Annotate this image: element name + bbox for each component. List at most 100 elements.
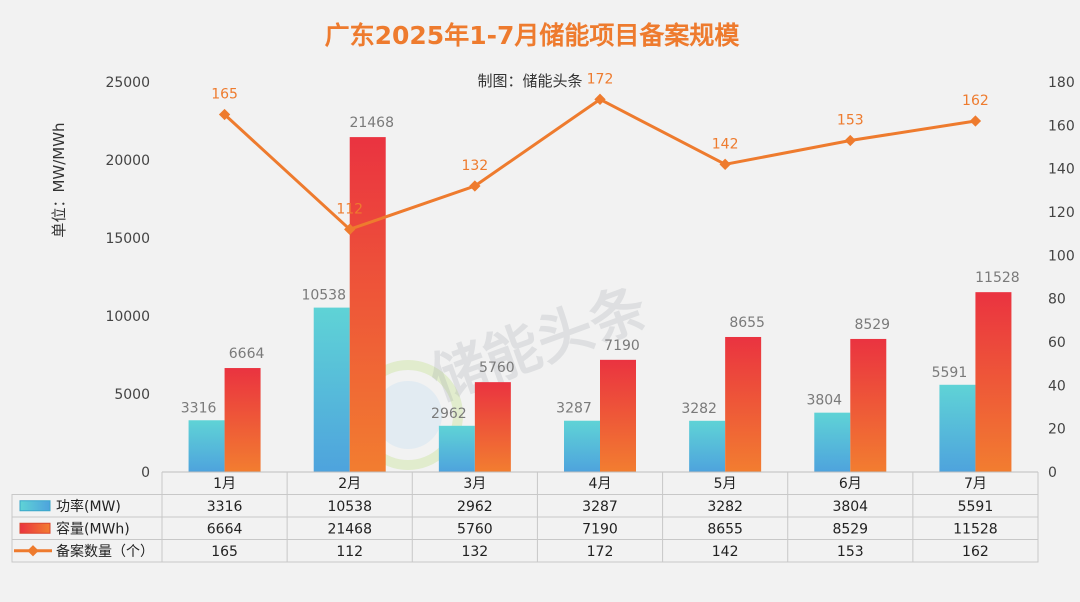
data-label-capacity: 5760 — [479, 360, 515, 376]
bar-power — [689, 420, 726, 472]
table-cell-value: 3316 — [207, 499, 243, 515]
data-label-capacity: 6664 — [229, 346, 265, 362]
table-cell-value: 3287 — [582, 499, 618, 515]
bar-swatch-icon — [19, 522, 51, 534]
y-left-tick-label: 10000 — [105, 309, 150, 325]
y-right-tick-label: 80 — [1048, 292, 1066, 308]
data-label-power: 3316 — [181, 400, 217, 416]
table-cell-value: 6664 — [207, 521, 243, 537]
data-label-group: 3316 6664 10538 21468 2962 5760 3287 7190 3282 86… — [181, 71, 1020, 421]
y-left-tick-label: 25000 — [105, 75, 150, 91]
table-cell-value: 11528 — [953, 521, 998, 537]
y-right-tick-label: 100 — [1048, 248, 1075, 264]
table-cell-value: 132 — [461, 544, 488, 560]
table-cell-value: 8529 — [832, 521, 868, 537]
table-cell-value: 7190 — [582, 521, 618, 537]
y-right-tick-label: 140 — [1048, 162, 1075, 178]
data-label-count: 142 — [712, 136, 739, 152]
x-category-label: 2月 — [338, 476, 361, 492]
line-marker-dot-icon — [27, 545, 39, 557]
line-point-marker — [969, 115, 982, 127]
x-category-label: 5月 — [714, 476, 737, 492]
bar-capacity — [850, 338, 887, 472]
bar-power — [939, 384, 976, 472]
data-label-power: 3282 — [681, 401, 717, 417]
bar-capacity — [349, 137, 386, 473]
legend-series-name: 备案数量（个） — [56, 543, 154, 560]
data-label-count: 172 — [587, 71, 614, 87]
y-axis-left-label: 单位：MW/MWh — [50, 122, 68, 237]
bar-series-group — [162, 137, 1038, 473]
y-axis-left: 0 5000 10000 15000 20000 25000 — [105, 75, 150, 481]
table-border — [11, 494, 1039, 563]
y-right-tick-label: 120 — [1048, 205, 1075, 221]
table-cell-value: 5591 — [958, 499, 994, 515]
data-label-count: 165 — [211, 87, 238, 103]
y-right-tick-label: 0 — [1048, 465, 1057, 481]
data-label-power: 10538 — [301, 288, 346, 304]
bar-power — [313, 307, 350, 472]
y-right-tick-label: 160 — [1048, 118, 1075, 134]
table-cell-value: 153 — [837, 544, 864, 560]
x-category-label: 4月 — [589, 476, 612, 492]
line-point-marker — [844, 134, 856, 147]
x-category-label: 6月 — [839, 476, 862, 492]
y-left-tick-label: 0 — [141, 465, 150, 481]
data-label-capacity: 11528 — [975, 270, 1020, 286]
data-label-power: 3804 — [806, 393, 842, 409]
data-label-capacity: 8529 — [854, 317, 890, 333]
table-cell-value: 165 — [211, 544, 238, 560]
line-point-marker — [719, 158, 731, 170]
watermark-logo-inner-icon — [374, 381, 442, 449]
bar-power — [564, 420, 600, 472]
x-category-label: 3月 — [463, 476, 486, 492]
data-label-capacity: 8655 — [729, 315, 765, 331]
table-cell-value: 8655 — [707, 521, 743, 537]
bar-power — [814, 412, 851, 472]
chart-title: 广东2025年1-7月储能项目备案规模 — [325, 21, 741, 50]
line-series-group — [218, 93, 982, 235]
table-cell-value: 142 — [712, 544, 739, 560]
bar-capacity — [975, 292, 1012, 472]
legend-series-name: 容量(MWh) — [56, 520, 130, 537]
data-label-capacity: 7190 — [604, 338, 640, 354]
data-label-count: 153 — [837, 113, 864, 129]
bar-swatch-icon — [19, 500, 51, 512]
legend-series-name: 功率(MW) — [56, 498, 121, 515]
bar-power — [438, 425, 475, 472]
data-label-count: 162 — [962, 93, 989, 109]
data-label-count: 132 — [461, 158, 488, 174]
line-point-marker — [344, 223, 356, 235]
bar-capacity — [224, 368, 261, 472]
y-right-tick-label: 180 — [1048, 75, 1075, 91]
chart-subtitle: 制图：储能头条 — [477, 72, 582, 90]
y-right-tick-label: 20 — [1048, 422, 1066, 438]
table-cell-value: 10538 — [327, 499, 372, 515]
table-cell-value: 3282 — [707, 499, 743, 515]
data-label-power: 5591 — [932, 365, 968, 381]
x-category-label: 7月 — [964, 476, 987, 492]
data-label-capacity: 21468 — [349, 115, 394, 131]
table-cell-value: 3804 — [832, 499, 868, 515]
table-cell-value: 162 — [962, 544, 989, 560]
table-cell-value: 112 — [336, 544, 363, 560]
table-cell-value: 172 — [587, 544, 614, 560]
bar-capacity — [725, 336, 762, 472]
y-right-tick-label: 40 — [1048, 378, 1066, 394]
line-point-marker — [469, 180, 481, 192]
bar-capacity — [600, 359, 636, 472]
y-left-tick-label: 15000 — [105, 231, 150, 247]
x-category-label: 1月 — [213, 476, 236, 492]
data-label-power: 3287 — [556, 401, 592, 417]
data-label-count: 112 — [336, 201, 363, 217]
table-cell-value: 21468 — [327, 521, 372, 537]
y-left-tick-label: 20000 — [105, 153, 150, 169]
bar-power — [188, 420, 225, 472]
table-cell-value: 5760 — [457, 521, 493, 537]
bar-capacity — [474, 382, 511, 472]
table-cell-value: 2962 — [457, 499, 493, 515]
data-label-power: 2962 — [431, 406, 467, 422]
